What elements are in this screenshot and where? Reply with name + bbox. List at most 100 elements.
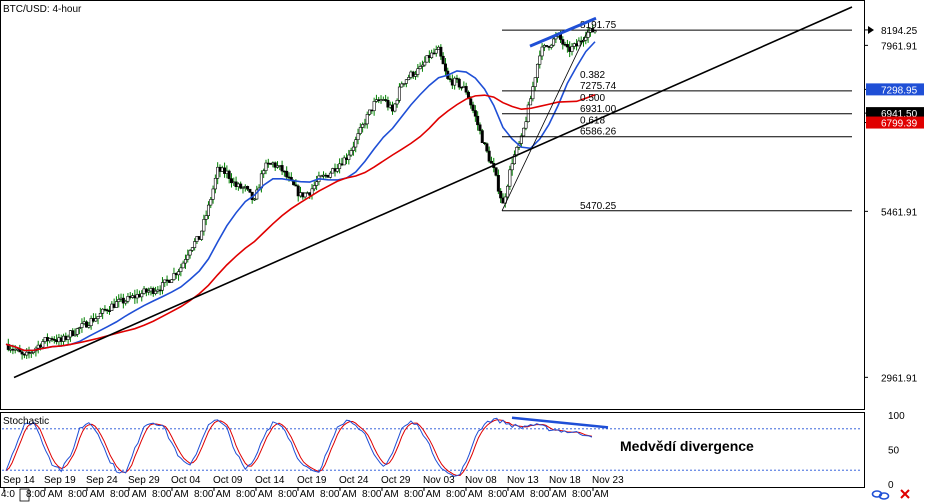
candle-body — [361, 124, 365, 128]
candle-body — [170, 279, 174, 283]
candle-body — [160, 282, 164, 291]
candle-body — [264, 162, 268, 171]
time-tick-label: 8:00 AM — [320, 489, 357, 500]
candle-body — [342, 157, 346, 166]
candle-body — [206, 204, 210, 216]
price-tick-label: 6799.39 — [881, 119, 918, 130]
candle-body — [478, 124, 482, 131]
price-pane-frame — [0, 0, 865, 410]
candle-body — [512, 154, 516, 165]
candle-body — [395, 100, 399, 105]
time-tick-label: 8:00 AM — [404, 489, 441, 500]
candle-body — [531, 86, 535, 100]
candle-body — [315, 181, 319, 186]
candle-body — [211, 188, 215, 200]
candle-body — [522, 127, 526, 137]
date-tick-label: Sep 29 — [128, 475, 160, 486]
date-tick-label: Nov 03 — [423, 475, 455, 486]
stoch-tick-label: 0 — [888, 480, 894, 491]
candle-body — [397, 86, 401, 101]
time-tick-label: 8:00 AM — [26, 489, 63, 500]
candle-body — [73, 334, 77, 336]
candle-body — [407, 77, 411, 80]
candle-body — [280, 165, 284, 172]
candle-body — [538, 55, 542, 65]
candle-body — [229, 178, 233, 184]
stoch-signal-line — [5, 419, 593, 476]
candle-body — [223, 167, 227, 174]
candle-body — [202, 219, 206, 232]
stoch-tick-label: 50 — [888, 446, 900, 457]
candle-body — [193, 241, 197, 248]
fib-price-label: 6931.00 — [580, 104, 617, 115]
candle-body — [434, 49, 438, 54]
moving-average-red — [5, 93, 596, 352]
close-icon[interactable] — [900, 489, 910, 499]
candle-body — [416, 68, 420, 75]
candle-body — [140, 293, 144, 298]
stoch-divergence-line — [511, 416, 609, 429]
price-tick-label: 7298.95 — [881, 85, 918, 96]
price-plot: 8191.750.3827275.740.5006931.000.6186586… — [5, 6, 853, 379]
link-icon[interactable] — [871, 490, 890, 500]
candle-body — [471, 104, 475, 111]
candle-body — [338, 163, 342, 169]
candle-body — [75, 328, 79, 335]
current-price-marker — [868, 25, 874, 34]
first-time-fragment: 4:0 — [1, 489, 15, 500]
candle-body — [552, 38, 556, 46]
candle-body — [453, 77, 457, 86]
candle-body — [114, 301, 118, 308]
candle-body — [586, 31, 590, 38]
date-tick-label: Oct 04 — [171, 475, 201, 486]
stochastic-plot — [2, 416, 862, 477]
time-tick-label: 8:00 AM — [278, 489, 315, 500]
candle-body — [354, 139, 358, 148]
candle-body — [101, 308, 105, 314]
candle-body — [363, 123, 367, 126]
candle-body — [508, 169, 512, 187]
candle-body — [420, 64, 424, 67]
candle-body — [358, 127, 362, 134]
candle-body — [494, 167, 498, 176]
candle-body — [312, 185, 316, 190]
candle-body — [455, 77, 459, 80]
candle-body — [124, 300, 128, 304]
candle-body — [365, 114, 369, 125]
candle-body — [414, 74, 418, 77]
candle-body — [144, 288, 148, 293]
resistance-divergence-line — [529, 16, 597, 48]
candle-body — [85, 321, 89, 328]
candle-body — [356, 133, 360, 140]
date-tick-label: Oct 29 — [381, 475, 411, 486]
candle-body — [404, 79, 408, 84]
time-tick-label: 8:00 AM — [446, 489, 483, 500]
candle-body — [94, 318, 98, 322]
candle-body — [372, 101, 376, 111]
candle-body — [335, 168, 339, 172]
price-tick-label: 6941.50 — [881, 109, 918, 120]
candle-body — [473, 110, 477, 117]
candle-body — [121, 297, 125, 304]
candle-body — [252, 198, 256, 201]
stochastic-pane-frame — [0, 412, 865, 488]
candle-body — [239, 183, 243, 189]
candle-body — [80, 323, 84, 328]
fib-diagonal — [501, 29, 589, 211]
candle-body — [464, 86, 468, 93]
candle-body — [545, 45, 549, 47]
candle-body — [489, 160, 493, 164]
candle-body — [96, 316, 100, 320]
candle-body — [577, 40, 581, 47]
candle-body — [285, 170, 289, 178]
candle-body — [179, 267, 183, 272]
candle-body — [430, 52, 434, 58]
candle-body — [441, 55, 445, 65]
candle-body — [273, 162, 277, 168]
candle-body — [561, 39, 565, 45]
candle-body — [386, 100, 390, 108]
candle-body — [227, 170, 231, 179]
candle-body — [204, 215, 208, 220]
candle-body — [98, 312, 102, 317]
